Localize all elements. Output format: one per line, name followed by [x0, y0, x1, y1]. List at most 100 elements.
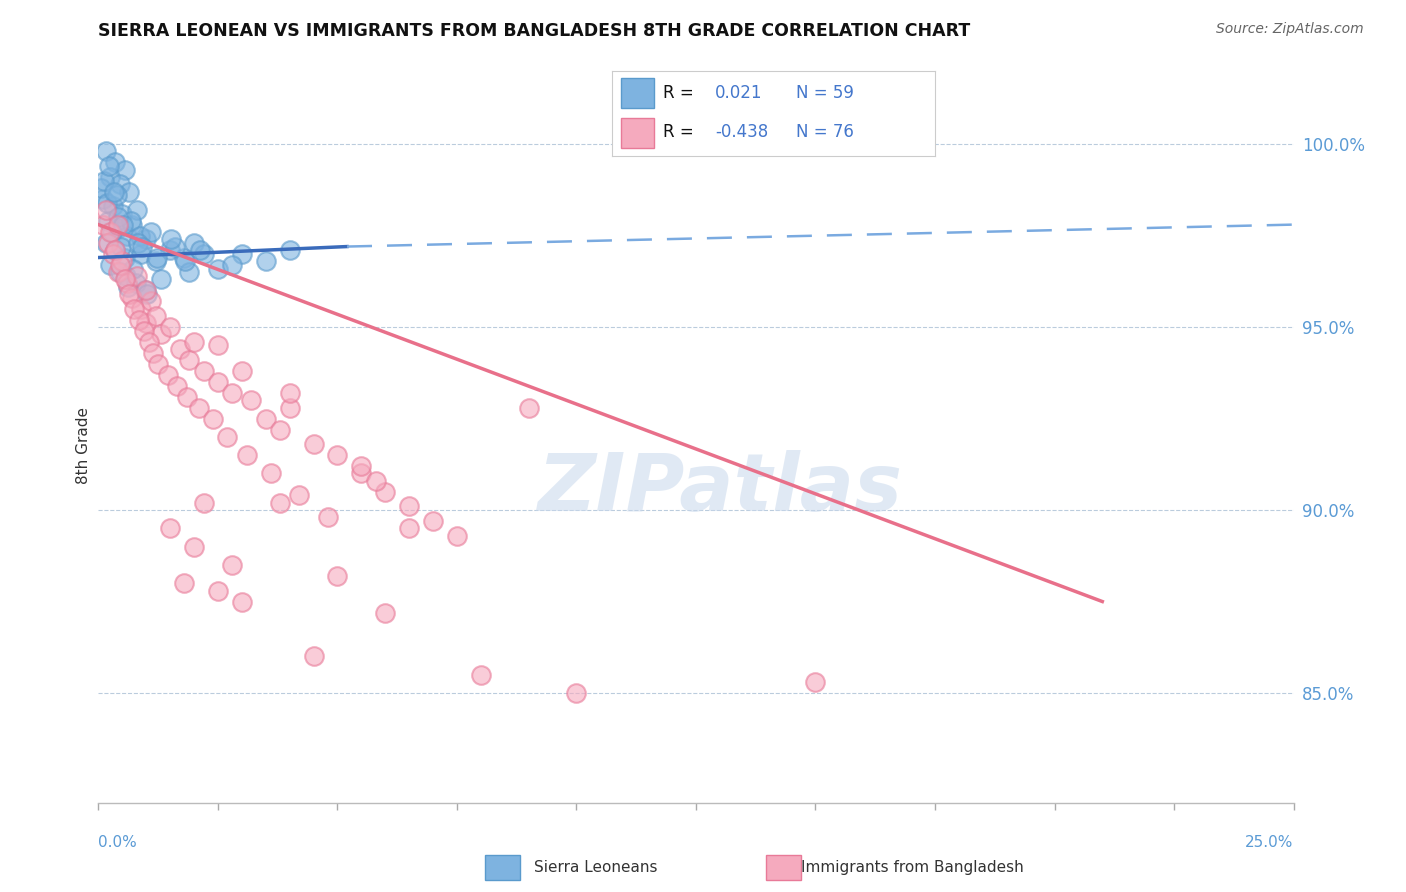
Point: [193, 364, 215, 378]
Text: R =: R =: [664, 84, 695, 102]
Point: [350, 467, 373, 481]
Point: [254, 411, 277, 425]
Point: [174, 254, 197, 268]
Point: [217, 430, 239, 444]
Point: [94, 235, 117, 250]
Text: N = 59: N = 59: [796, 84, 853, 102]
Point: [111, 254, 134, 268]
Point: [176, 390, 198, 404]
Point: [114, 251, 136, 265]
Point: [131, 301, 153, 316]
Text: Source: ZipAtlas.com: Source: ZipAtlas.com: [1216, 22, 1364, 37]
Point: [278, 244, 301, 258]
Point: [254, 254, 277, 268]
Point: [107, 265, 129, 279]
Point: [127, 235, 149, 250]
Point: [114, 272, 136, 286]
Point: [101, 199, 124, 213]
Point: [131, 239, 153, 253]
Point: [163, 239, 186, 253]
Point: [231, 364, 253, 378]
Point: [139, 294, 162, 309]
Point: [145, 251, 167, 265]
Point: [326, 569, 349, 583]
Point: [159, 320, 181, 334]
Point: [804, 675, 827, 690]
Point: [159, 521, 181, 535]
Point: [94, 202, 117, 217]
Point: [193, 247, 215, 261]
Point: [121, 291, 143, 305]
Text: Immigrants from Bangladesh: Immigrants from Bangladesh: [801, 860, 1024, 874]
Point: [132, 324, 155, 338]
Point: [159, 244, 181, 258]
Point: [101, 225, 124, 239]
Y-axis label: 8th Grade: 8th Grade: [76, 408, 91, 484]
Point: [121, 261, 143, 276]
Point: [97, 214, 120, 228]
Point: [98, 225, 122, 239]
Point: [302, 437, 325, 451]
Point: [221, 558, 243, 572]
Point: [302, 649, 325, 664]
Point: [112, 218, 135, 232]
Point: [156, 368, 179, 382]
Point: [374, 484, 396, 499]
Point: [136, 287, 159, 301]
Point: [169, 342, 191, 356]
Point: [470, 667, 492, 681]
Point: [231, 247, 253, 261]
Point: [108, 265, 131, 279]
Point: [183, 334, 205, 349]
Text: -0.438: -0.438: [716, 123, 768, 141]
Point: [96, 195, 118, 210]
Point: [124, 301, 146, 316]
Point: [98, 258, 122, 272]
Point: [207, 261, 229, 276]
Point: [187, 401, 209, 415]
Point: [269, 496, 291, 510]
Point: [135, 317, 157, 331]
Point: [104, 244, 127, 258]
Point: [91, 218, 114, 232]
Point: [288, 488, 311, 502]
Text: 25.0%: 25.0%: [1246, 836, 1294, 850]
Point: [104, 155, 127, 169]
Point: [149, 327, 172, 342]
Point: [103, 185, 125, 199]
Point: [207, 583, 229, 598]
Point: [118, 287, 141, 301]
Point: [398, 500, 420, 514]
Point: [326, 448, 349, 462]
Point: [398, 521, 420, 535]
Point: [97, 159, 120, 173]
Point: [107, 218, 129, 232]
Point: [166, 378, 188, 392]
Point: [93, 174, 115, 188]
Point: [269, 423, 291, 437]
Point: [139, 225, 162, 239]
Point: [108, 258, 131, 272]
Point: [183, 235, 205, 250]
Point: [231, 594, 253, 608]
Point: [101, 247, 124, 261]
Point: [142, 345, 165, 359]
Point: [259, 467, 281, 481]
Point: [221, 258, 243, 272]
Bar: [621, 78, 654, 108]
Point: [118, 185, 141, 199]
Point: [90, 181, 112, 195]
Point: [134, 284, 156, 298]
Point: [97, 235, 120, 250]
Point: [316, 510, 339, 524]
Point: [121, 218, 143, 232]
Point: [202, 411, 225, 425]
Point: [98, 169, 122, 184]
Point: [115, 268, 138, 283]
Point: [350, 459, 373, 474]
Text: SIERRA LEONEAN VS IMMIGRANTS FROM BANGLADESH 8TH GRADE CORRELATION CHART: SIERRA LEONEAN VS IMMIGRANTS FROM BANGLA…: [98, 22, 970, 40]
Point: [145, 254, 167, 268]
Point: [278, 386, 301, 401]
Point: [160, 232, 183, 246]
Point: [111, 206, 134, 220]
